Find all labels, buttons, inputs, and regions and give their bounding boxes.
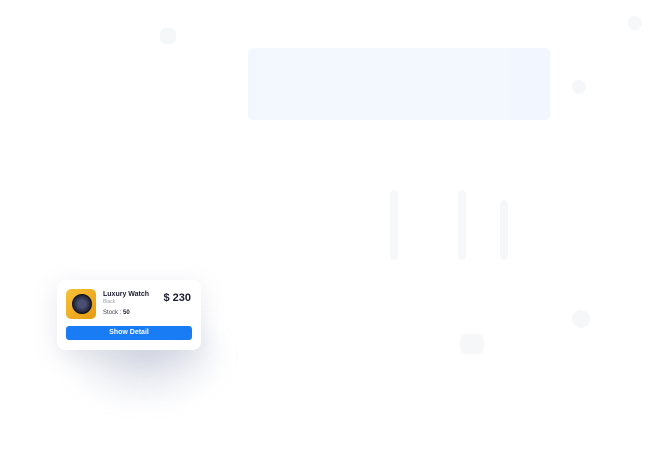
product-price: $ 230 [163, 292, 191, 304]
avatar [572, 310, 590, 328]
avatar [572, 80, 586, 94]
product-stock: Stock : 50 [103, 310, 130, 316]
stock-value: 50 [123, 310, 130, 316]
promo-banner [248, 48, 550, 120]
chart-bar [390, 190, 398, 260]
profile-avatar [628, 16, 642, 30]
chart-bar [500, 200, 508, 260]
product-card: Luxury Watch Black Stock : 50 $ 230 Show… [57, 280, 201, 350]
stock-label: Stock : [103, 310, 122, 316]
product-name: Luxury Watch [103, 291, 150, 298]
chart-bar [458, 190, 466, 260]
show-detail-button[interactable]: Show Detail [66, 326, 192, 340]
watch-icon [72, 294, 92, 314]
product-image [66, 289, 96, 319]
thumbnail [460, 334, 484, 354]
logo-icon [160, 28, 176, 44]
product-color: Black [103, 299, 116, 305]
